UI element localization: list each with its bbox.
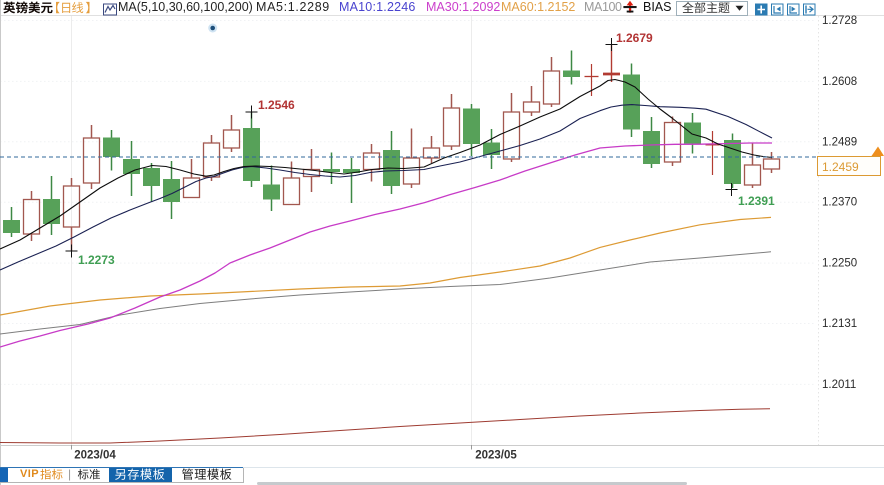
- svg-text:1.2011: 1.2011: [822, 379, 856, 391]
- svg-text:1.2679: 1.2679: [616, 31, 653, 45]
- svg-text:1.2391: 1.2391: [738, 194, 775, 208]
- svg-text:1.2728: 1.2728: [822, 15, 857, 27]
- svg-text:1.2459: 1.2459: [822, 160, 859, 174]
- svg-text:1.2273: 1.2273: [78, 253, 115, 267]
- svg-text:1.2370: 1.2370: [822, 197, 857, 209]
- svg-text:1.2131: 1.2131: [822, 318, 857, 330]
- svg-text:2023/05: 2023/05: [475, 450, 517, 462]
- svg-text:2023/04: 2023/04: [74, 450, 116, 462]
- svg-text:1.2546: 1.2546: [258, 98, 295, 112]
- svg-text:1.2608: 1.2608: [822, 76, 857, 88]
- svg-text:1.2250: 1.2250: [822, 258, 857, 270]
- svg-text:1.2489: 1.2489: [822, 136, 857, 148]
